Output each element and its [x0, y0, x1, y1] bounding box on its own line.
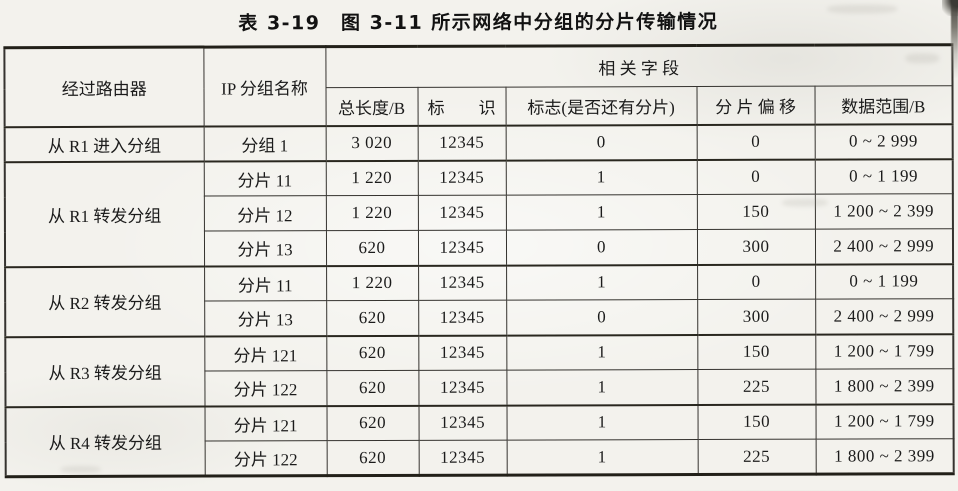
cell-packet-name: 分片 13	[204, 301, 326, 336]
cell-total-length: 1 220	[326, 195, 418, 230]
cell-data-range: 2 400 ~ 2 999	[815, 299, 953, 334]
cell-packet-name: 分片 13	[204, 231, 326, 266]
table-title: 表 3-19 图 3-11 所示网络中分组的分片传输情况	[0, 6, 957, 36]
scan-smudge	[782, 199, 828, 207]
cell-data-range: 1 800 ~ 2 399	[816, 439, 954, 474]
cell-packet-name: 分组 1	[204, 126, 326, 161]
cell-flag: 1	[506, 195, 697, 231]
cell-packet-name: 分片 121	[205, 406, 327, 441]
cell-identification: 12345	[418, 335, 506, 370]
cell-data-range: 2 400 ~ 2 999	[815, 229, 953, 264]
table-row: 从 R4 转发分组 分片 121 620 12345 1 150 1 200 ~…	[6, 404, 954, 442]
cell-packet-name: 分片 122	[204, 371, 326, 406]
cell-total-length: 620	[326, 300, 418, 335]
table-row: 从 R1 进入分组 分组 1 3 020 12345 0 0 0 ~ 2 999	[5, 124, 953, 162]
router-cell: 从 R3 转发分组	[5, 336, 204, 407]
router-cell: 从 R1 转发分组	[5, 161, 204, 267]
cell-data-range: 1 200 ~ 2 399	[815, 194, 953, 229]
cell-flag: 1	[507, 405, 698, 441]
table-row: 从 R3 转发分组 分片 121 620 12345 1 150 1 200 ~…	[5, 334, 953, 372]
cell-packet-name: 分片 12	[204, 196, 326, 231]
cell-identification: 12345	[419, 405, 507, 440]
cell-flag: 0	[506, 125, 697, 161]
cell-data-range: 0 ~ 2 999	[815, 124, 953, 159]
cell-data-range: 1 200 ~ 1 799	[815, 334, 953, 369]
header-identification: 标 识	[418, 87, 506, 125]
cell-total-length: 1 220	[326, 160, 418, 195]
cell-offset: 0	[697, 159, 815, 194]
cell-offset: 300	[697, 299, 815, 334]
cell-packet-name: 分片 121	[204, 336, 326, 371]
table-row: 从 R1 转发分组 分片 11 1 220 12345 1 0 0 ~ 1 19…	[5, 159, 953, 197]
cell-total-length: 620	[326, 370, 418, 405]
cell-data-range: 1 800 ~ 2 399	[815, 369, 953, 404]
scan-smudge	[61, 466, 101, 473]
cell-flag: 0	[506, 300, 697, 336]
cell-identification: 12345	[418, 195, 506, 230]
scan-corner-artifact	[942, 0, 958, 16]
cell-identification: 12345	[418, 125, 506, 160]
cell-flag: 0	[506, 230, 697, 266]
router-cell: 从 R1 进入分组	[5, 126, 204, 162]
cell-identification: 12345	[418, 265, 506, 300]
header-flag: 标志(是否还有分片)	[506, 87, 697, 126]
cell-packet-name: 分片 11	[204, 266, 326, 301]
cell-flag: 1	[506, 160, 697, 196]
header-row-top: 经过路由器 IP 分组名称 相 关 字 段	[4, 45, 952, 89]
cell-total-length: 620	[327, 405, 419, 440]
cell-data-range: 0 ~ 1 199	[815, 264, 953, 299]
header-data-range: 数据范围/B	[815, 86, 953, 124]
cell-offset: 0	[697, 124, 815, 159]
cell-offset: 150	[698, 404, 816, 439]
cell-identification: 12345	[418, 300, 506, 335]
cell-data-range: 0 ~ 1 199	[815, 159, 953, 194]
cell-identification: 12345	[418, 230, 506, 265]
cell-flag: 1	[506, 265, 697, 301]
cell-offset: 300	[697, 229, 815, 264]
cell-total-length: 620	[326, 335, 418, 370]
table-row: 从 R2 转发分组 分片 11 1 220 12345 1 0 0 ~ 1 19…	[5, 264, 953, 302]
header-router: 经过路由器	[4, 47, 203, 127]
header-total-length: 总长度/B	[326, 87, 418, 125]
cell-flag: 1	[507, 440, 698, 476]
cell-identification: 12345	[418, 160, 506, 195]
header-offset: 分 片 偏 移	[697, 86, 815, 124]
cell-data-range: 1 200 ~ 1 799	[816, 404, 954, 439]
router-cell: 从 R2 转发分组	[5, 266, 204, 337]
header-packet-name: IP 分组名称	[203, 47, 325, 126]
cell-total-length: 620	[326, 230, 418, 265]
cell-total-length: 3 020	[326, 125, 418, 160]
cell-packet-name: 分片 122	[205, 441, 327, 476]
cell-flag: 1	[506, 370, 697, 406]
cell-identification: 12345	[418, 370, 506, 405]
cell-packet-name: 分片 11	[204, 161, 326, 196]
cell-offset: 225	[697, 369, 815, 404]
cell-offset: 0	[697, 264, 815, 299]
scan-smudge	[827, 4, 897, 13]
cell-flag: 1	[506, 335, 697, 371]
cell-total-length: 620	[327, 440, 419, 475]
cell-identification: 12345	[419, 440, 507, 475]
cell-total-length: 1 220	[326, 265, 418, 300]
header-fields-group: 相 关 字 段	[325, 45, 952, 88]
router-cell: 从 R4 转发分组	[6, 406, 205, 477]
cell-offset: 225	[698, 439, 816, 474]
scan-smudge	[905, 53, 939, 63]
cell-offset: 150	[697, 334, 815, 369]
fragmentation-table: 经过路由器 IP 分组名称 相 关 字 段 总长度/B 标 识 标志(是否还有分…	[3, 43, 954, 478]
